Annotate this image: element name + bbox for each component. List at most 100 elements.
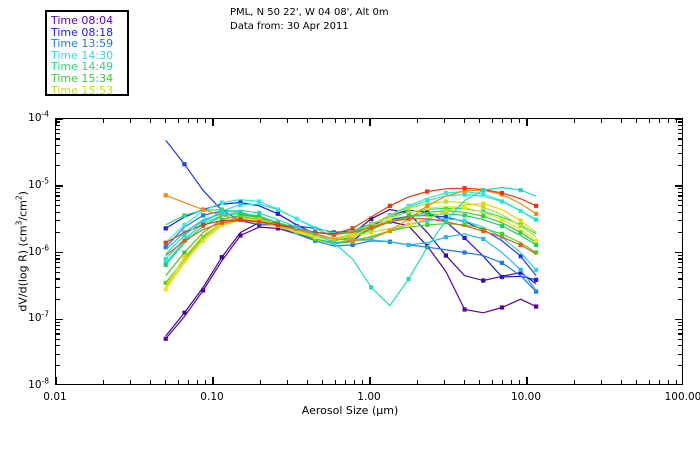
y-axis-minor-tick	[56, 199, 60, 202]
series-marker	[534, 250, 539, 255]
y-axis-minor-tick	[56, 286, 60, 288]
y-axis-minor-tick	[56, 128, 60, 130]
series-marker	[163, 336, 168, 341]
x-axis-minor-tick	[354, 119, 356, 123]
series-marker	[518, 267, 523, 272]
x-axis-minor-tick	[648, 119, 650, 123]
series-marker	[219, 222, 224, 227]
series-marker	[499, 231, 505, 236]
y-axis-minor-tick	[56, 298, 60, 300]
x-axis-tick	[526, 377, 528, 384]
y-axis-minor-tick	[56, 138, 60, 140]
y-axis-minor-tick	[678, 365, 682, 367]
x-axis-minor-tick	[197, 119, 199, 123]
series-marker	[182, 250, 187, 255]
x-axis-tick	[56, 377, 57, 384]
series-marker	[518, 218, 523, 223]
series-marker	[481, 209, 486, 214]
series-marker	[443, 235, 449, 240]
series-marker	[462, 235, 467, 241]
series-marker	[481, 278, 486, 283]
x-axis-minor-tick	[345, 119, 347, 123]
x-axis-minor-tick	[648, 380, 650, 384]
series-marker	[163, 245, 168, 250]
series-marker	[425, 218, 430, 223]
x-axis-tick	[526, 119, 528, 126]
legend: Time 08:04 Time 08:18 Time 13:59 Time 14…	[45, 10, 129, 96]
series-marker	[219, 200, 224, 205]
series-marker	[182, 222, 187, 227]
series-marker	[257, 214, 262, 220]
y-axis-minor-tick	[56, 211, 60, 213]
series-marker	[163, 260, 168, 265]
y-axis-minor-tick	[678, 199, 682, 202]
x-axis-minor-tick	[601, 380, 603, 384]
x-tick-label: 0.01	[43, 391, 67, 403]
series-marker	[499, 305, 505, 310]
series-line	[165, 186, 537, 307]
y-axis-minor-tick	[678, 124, 682, 127]
series-marker	[163, 262, 168, 268]
x-axis-minor-tick	[668, 119, 670, 123]
series-marker	[425, 189, 430, 194]
series-marker	[518, 242, 523, 247]
series-marker	[182, 162, 187, 167]
series-marker	[219, 217, 224, 222]
series-marker	[163, 256, 168, 262]
series-marker	[518, 223, 523, 229]
series-marker	[462, 186, 467, 191]
y-axis-minor-tick	[678, 211, 682, 213]
series-marker	[443, 199, 449, 204]
y-axis-tick	[56, 119, 63, 120]
legend-item: Time 14:49	[51, 60, 114, 74]
series-marker	[499, 274, 505, 280]
series-marker	[443, 208, 449, 213]
y-axis-minor-tick	[56, 278, 60, 280]
x-tick-label: 10.00	[510, 391, 542, 403]
series-marker	[350, 238, 355, 243]
series-marker	[182, 238, 187, 243]
series-marker	[425, 222, 430, 227]
series-marker	[350, 242, 355, 247]
x-axis-minor-tick	[511, 380, 513, 384]
x-axis-minor-tick	[620, 119, 623, 123]
series-marker	[369, 225, 374, 230]
y-axis-minor-tick	[56, 271, 60, 274]
chart-title-block: PML, N 50 22', W 04 08', Alt 0m Data fro…	[230, 6, 389, 34]
series-marker	[238, 217, 243, 222]
series-marker	[462, 218, 467, 223]
series-marker	[518, 254, 523, 259]
x-axis-minor-tick	[306, 380, 309, 384]
series-marker	[182, 255, 187, 260]
series-marker	[443, 190, 449, 196]
series-marker	[163, 193, 168, 198]
x-axis-minor-tick	[491, 119, 493, 123]
series-marker	[182, 213, 187, 218]
series-marker	[462, 213, 467, 218]
y-axis-minor-tick	[56, 328, 60, 331]
y-tick-label: 10-8	[28, 376, 49, 391]
x-axis-minor-tick	[362, 380, 364, 384]
series-marker	[201, 213, 206, 218]
y-tick-label: 10-4	[28, 109, 49, 124]
y-tick-label: 10-7	[28, 309, 49, 325]
y-axis-minor-tick	[56, 321, 60, 323]
y-axis-minor-tick	[56, 153, 60, 155]
x-axis-minor-tick	[334, 119, 336, 123]
y-axis-minor-tick	[678, 133, 682, 135]
series-marker	[425, 198, 430, 203]
y-axis-tick	[675, 185, 682, 187]
series-marker	[443, 214, 449, 220]
series-marker	[238, 202, 243, 207]
x-axis-minor-tick	[676, 119, 678, 123]
y-axis-tick	[675, 251, 682, 254]
series-marker	[387, 228, 392, 234]
series-marker	[219, 207, 224, 212]
x-axis-tick	[369, 119, 371, 126]
x-axis-minor-tick	[205, 380, 207, 384]
series-marker	[219, 255, 224, 260]
x-axis-minor-tick	[362, 119, 364, 123]
series-marker	[369, 285, 374, 290]
x-axis-minor-tick	[519, 380, 521, 384]
y-axis-minor-tick	[678, 188, 682, 190]
